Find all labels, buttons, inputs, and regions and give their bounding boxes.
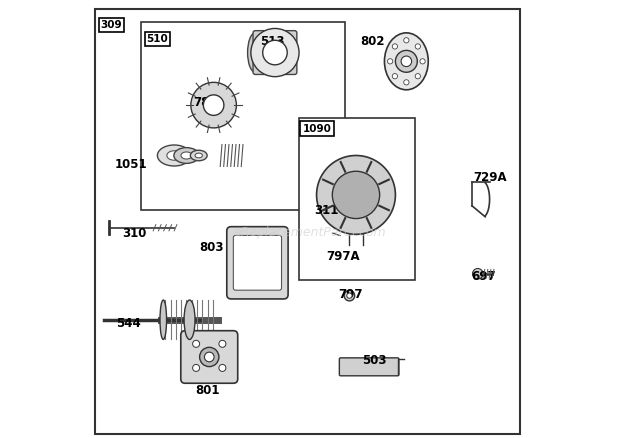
- Text: 802: 802: [360, 35, 385, 48]
- Circle shape: [401, 56, 412, 67]
- Circle shape: [415, 74, 420, 79]
- Text: 803: 803: [200, 241, 224, 254]
- Circle shape: [200, 347, 219, 367]
- Text: 503: 503: [361, 353, 386, 367]
- Circle shape: [347, 293, 352, 298]
- Circle shape: [219, 340, 226, 347]
- Text: 513: 513: [260, 35, 284, 48]
- Text: 1090: 1090: [303, 124, 332, 134]
- Text: 797A: 797A: [326, 250, 360, 263]
- Ellipse shape: [384, 33, 428, 90]
- Circle shape: [203, 95, 224, 115]
- Text: eReplacementParts.com: eReplacementParts.com: [234, 226, 386, 239]
- Ellipse shape: [190, 150, 207, 161]
- Circle shape: [415, 44, 420, 49]
- Text: 310: 310: [123, 226, 147, 240]
- Circle shape: [396, 50, 417, 72]
- FancyBboxPatch shape: [227, 227, 288, 299]
- Circle shape: [404, 80, 409, 85]
- Circle shape: [472, 268, 483, 279]
- Circle shape: [205, 352, 214, 362]
- Circle shape: [392, 44, 397, 49]
- FancyBboxPatch shape: [141, 22, 345, 210]
- Ellipse shape: [247, 33, 263, 72]
- Text: 729A: 729A: [474, 171, 507, 184]
- Ellipse shape: [184, 300, 195, 339]
- Ellipse shape: [181, 152, 192, 159]
- Ellipse shape: [195, 153, 202, 158]
- FancyBboxPatch shape: [233, 236, 281, 290]
- Circle shape: [193, 340, 200, 347]
- Text: 309: 309: [100, 20, 122, 30]
- Ellipse shape: [157, 145, 191, 166]
- FancyBboxPatch shape: [95, 9, 520, 434]
- Circle shape: [317, 155, 396, 234]
- Text: 510: 510: [146, 34, 169, 44]
- Text: 311: 311: [314, 204, 339, 217]
- Ellipse shape: [160, 300, 167, 339]
- FancyBboxPatch shape: [299, 118, 415, 280]
- Text: 797: 797: [339, 288, 363, 301]
- FancyBboxPatch shape: [339, 358, 399, 376]
- Circle shape: [392, 74, 397, 79]
- Circle shape: [332, 171, 379, 219]
- FancyBboxPatch shape: [181, 331, 237, 383]
- Text: 801: 801: [195, 384, 219, 397]
- Ellipse shape: [174, 148, 199, 163]
- Circle shape: [193, 364, 200, 371]
- Circle shape: [263, 40, 287, 65]
- Circle shape: [404, 38, 409, 43]
- Text: 544: 544: [117, 317, 141, 330]
- Circle shape: [251, 28, 299, 77]
- Circle shape: [388, 59, 393, 64]
- Circle shape: [420, 59, 425, 64]
- Circle shape: [344, 290, 355, 301]
- Text: 1051: 1051: [115, 158, 148, 171]
- Text: 783: 783: [193, 96, 218, 110]
- Circle shape: [219, 364, 226, 371]
- Ellipse shape: [167, 151, 182, 160]
- FancyBboxPatch shape: [253, 31, 297, 74]
- Circle shape: [191, 82, 236, 128]
- Text: 697: 697: [471, 270, 496, 283]
